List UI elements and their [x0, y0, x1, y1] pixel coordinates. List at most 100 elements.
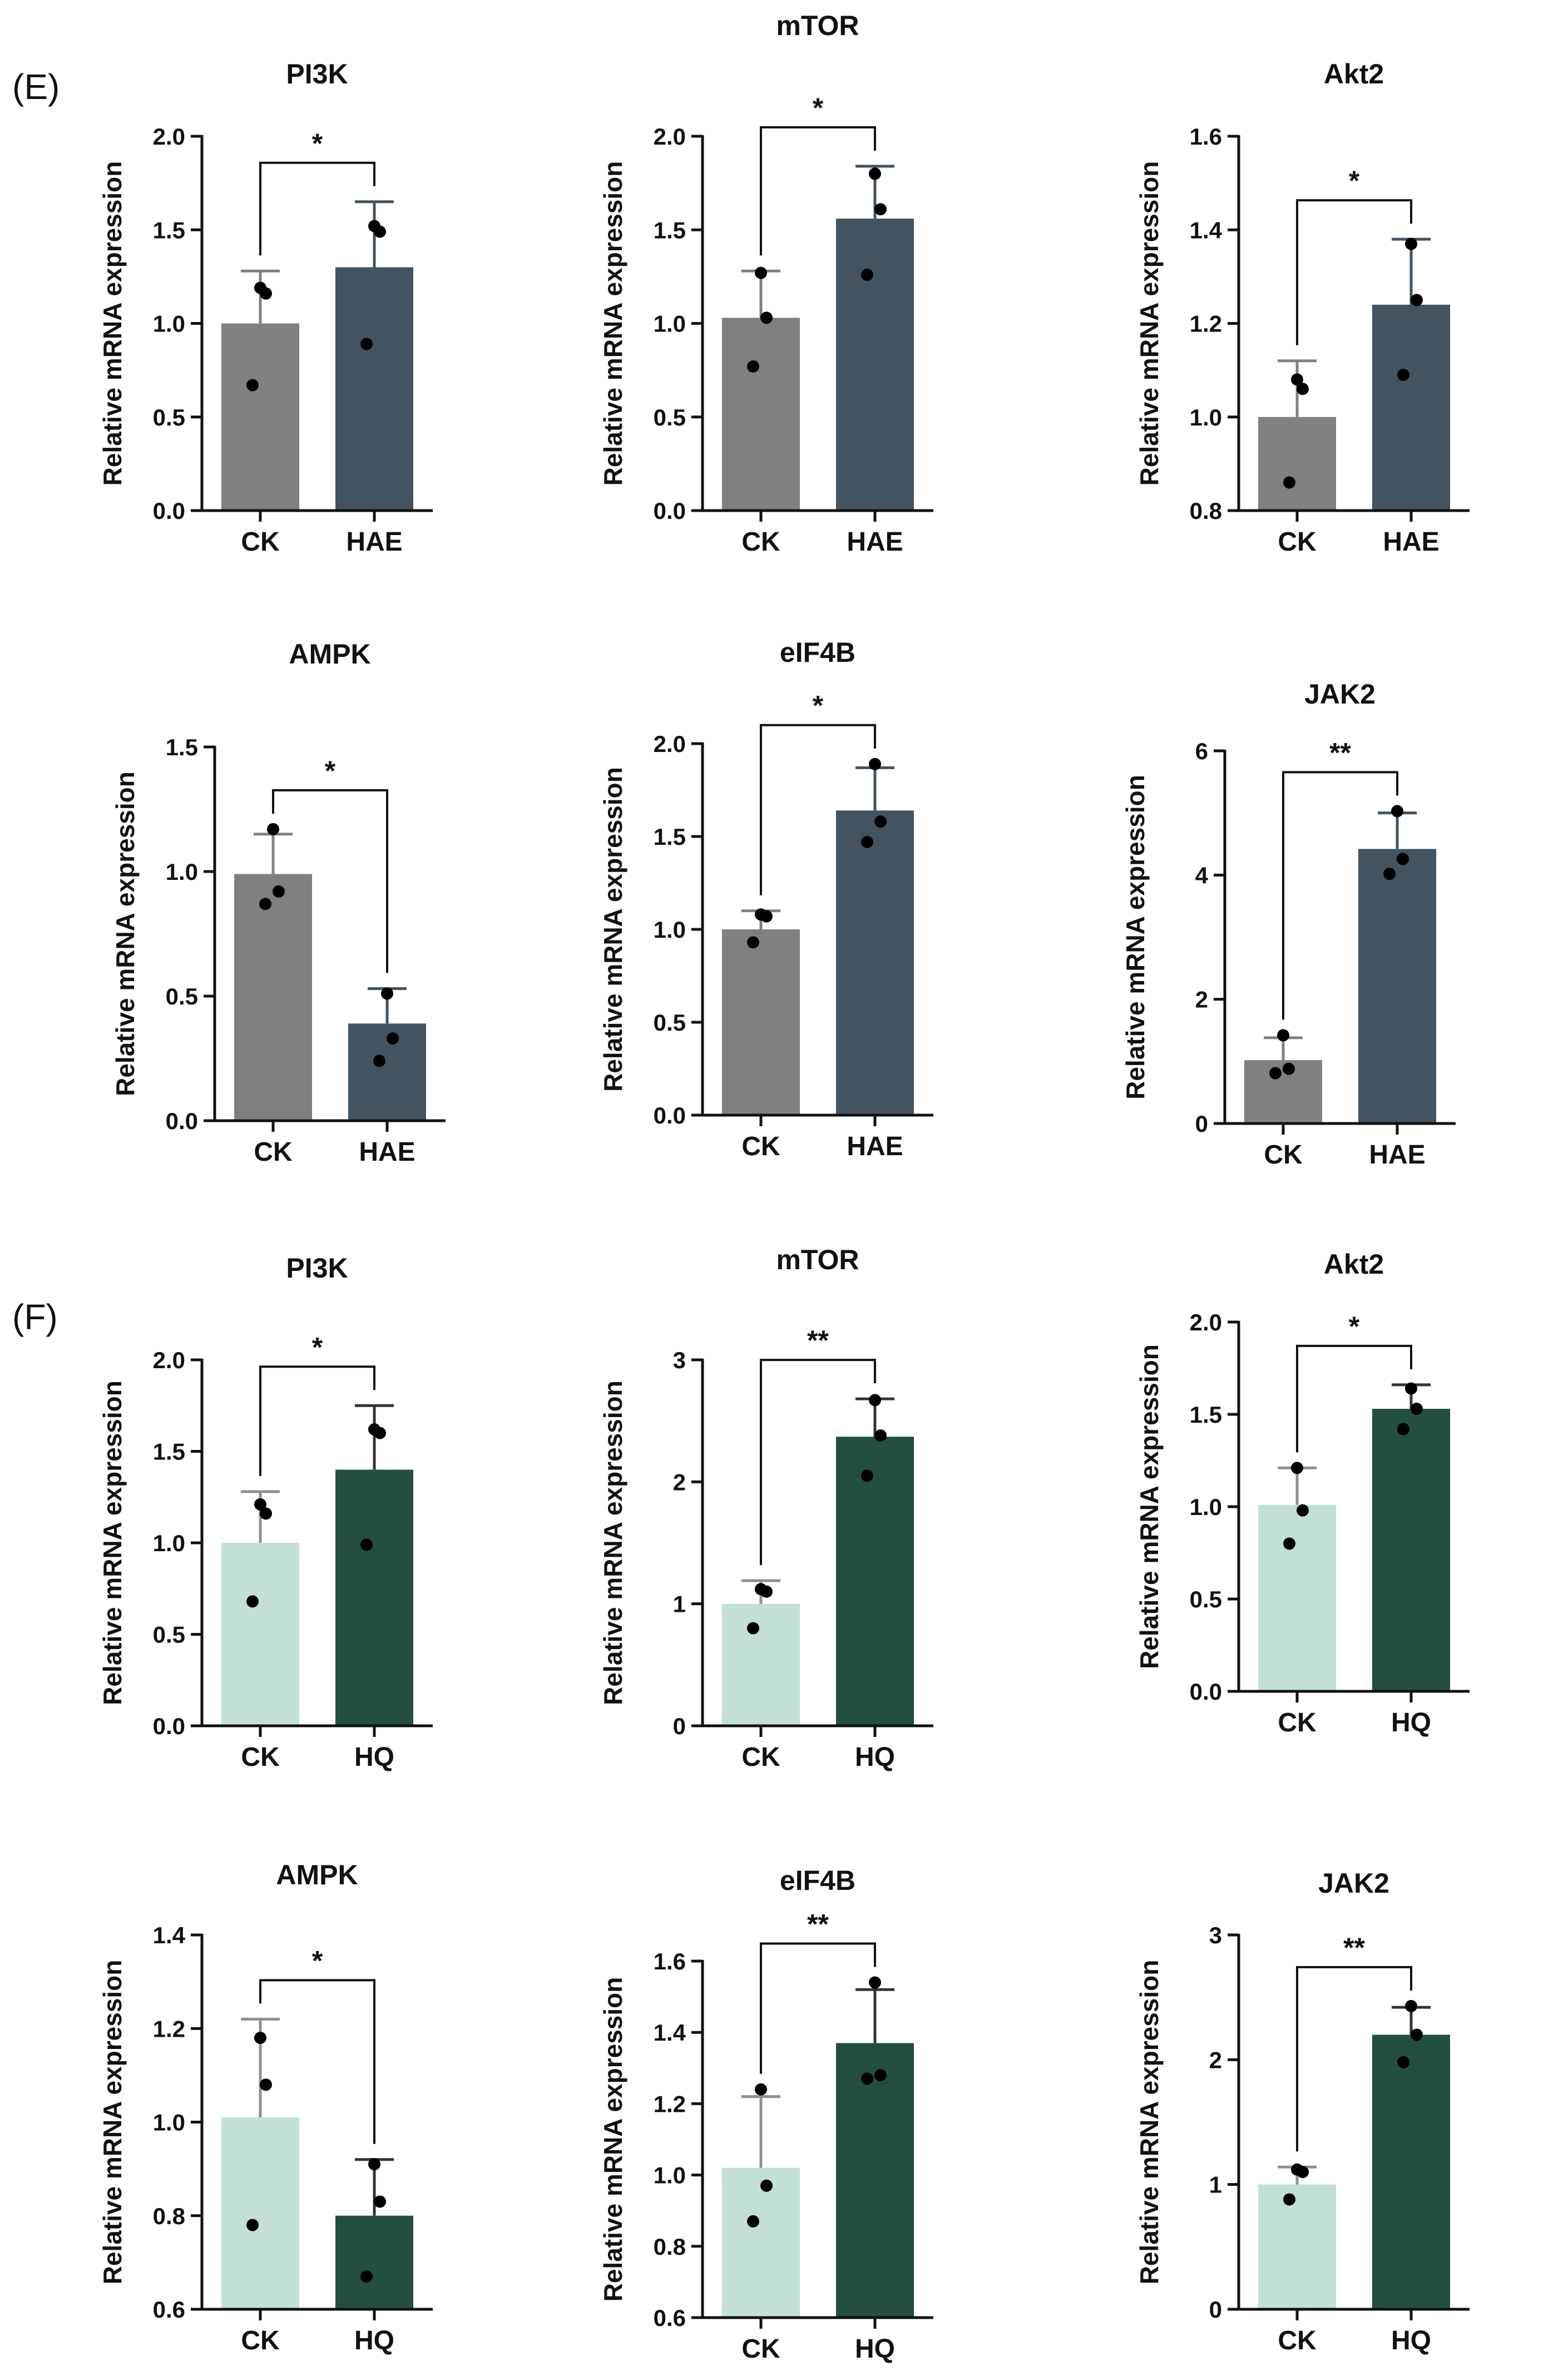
data-point: [259, 898, 271, 910]
y-tick-label: 2.0: [153, 1347, 185, 1373]
panel-label-e: (E): [12, 67, 60, 107]
data-point: [760, 2179, 773, 2192]
bar-hae: [1358, 849, 1436, 1123]
y-tick-label: 1.6: [1190, 123, 1222, 150]
data-point: [1397, 2056, 1409, 2068]
y-tick-label: 0.5: [654, 1009, 686, 1036]
data-point: [747, 936, 759, 949]
data-point: [1383, 868, 1396, 880]
significance-bracket: [259, 1365, 375, 1476]
data-point: [1391, 805, 1403, 818]
significance-bracket: [259, 161, 375, 256]
significance-bracket: [1282, 771, 1398, 1020]
y-tick-label: 1.4: [1190, 217, 1223, 243]
data-point: [374, 2195, 386, 2208]
data-point: [1397, 369, 1409, 382]
data-point: [246, 1595, 259, 1608]
chart-title: mTOR: [776, 1244, 859, 1275]
chart-11: eIF4B Relative mRNA expression 0.6 0.8 1.0 1.…: [598, 1865, 933, 2364]
y-axis-label: Relative mRNA expression: [1135, 1344, 1164, 1669]
x-tick-label: HQ: [855, 1743, 895, 1772]
bar-ck: [221, 323, 299, 511]
chart-title: JAK2: [1318, 1868, 1389, 1899]
bar-ck: [722, 929, 800, 1115]
data-point: [861, 1469, 873, 1482]
bar-ck: [722, 2167, 800, 2318]
data-point: [869, 758, 881, 770]
data-point: [1283, 2193, 1295, 2206]
chart-4: AMPK Relative mRNA expression 0.0 0.5 1.0 1.5…: [111, 638, 446, 1167]
y-axis-label: Relative mRNA expression: [598, 1380, 627, 1705]
chart-title: AMPK: [289, 638, 370, 670]
y-tick-label: 1.0: [166, 859, 198, 885]
chart-title: eIF4B: [780, 637, 855, 668]
y-tick-label: 0.5: [1190, 1586, 1222, 1612]
data-point: [387, 1032, 399, 1045]
x-tick-label: HQ: [1391, 1708, 1431, 1738]
data-point: [1397, 853, 1409, 865]
bar-ck: [722, 1603, 800, 1726]
data-point: [1291, 373, 1303, 386]
significance-bracket: [760, 1942, 876, 2074]
significance-bracket: [259, 1979, 375, 2144]
data-point: [1405, 1382, 1417, 1395]
significance-label: **: [807, 1325, 829, 1356]
data-point: [368, 2158, 380, 2171]
x-tick-label: HAE: [1383, 527, 1439, 557]
y-tick-label: 0: [673, 1713, 686, 1739]
x-tick-label: HAE: [1369, 1140, 1425, 1170]
y-tick-label: 1.0: [1190, 404, 1222, 430]
data-point: [260, 2078, 272, 2091]
x-tick-label: HQ: [354, 2326, 394, 2355]
y-tick-label: 0.6: [153, 2296, 185, 2323]
data-point: [861, 269, 873, 281]
data-point: [869, 1976, 881, 1989]
y-axis-label: Relative mRNA expression: [598, 1977, 627, 2302]
y-tick-label: 0.5: [166, 983, 198, 1009]
significance-bracket: [272, 789, 388, 973]
data-point: [254, 1498, 266, 1511]
y-tick-label: 1.5: [166, 734, 198, 760]
y-axis-label: Relative mRNA expression: [1135, 1960, 1164, 2285]
bar-hae: [1372, 304, 1450, 511]
data-point: [254, 2032, 266, 2045]
y-tick-label: 0.0: [1190, 1679, 1222, 1705]
y-tick-label: 1: [1209, 2172, 1222, 2198]
x-tick-label: CK: [241, 1743, 280, 1772]
significance-label: *: [312, 1331, 323, 1363]
chart-title: eIF4B: [780, 1865, 855, 1896]
significance-label: *: [813, 92, 824, 123]
y-axis-label: Relative mRNA expression: [98, 161, 127, 486]
chart-8: mTOR Relative mRNA expression 0 1 2 3 CK HQ **: [598, 1244, 933, 1772]
chart-1: PI3K Relative mRNA expression 0.0 0.5 1.0 1.5…: [98, 58, 433, 557]
y-axis-label: Relative mRNA expression: [598, 161, 627, 486]
y-tick-label: 1.0: [153, 311, 185, 337]
x-tick-label: HAE: [346, 527, 402, 557]
bar-hq: [1372, 1409, 1450, 1691]
panel-label-f: (F): [12, 1297, 58, 1337]
y-tick-label: 6: [1195, 738, 1208, 764]
data-point: [861, 2072, 873, 2085]
x-tick-label: HQ: [1391, 2326, 1431, 2355]
chart-7: PI3K Relative mRNA expression 0.0 0.5 1.0 1.5…: [98, 1253, 433, 1772]
bar-ck: [1258, 1504, 1336, 1691]
significance-label: *: [1349, 165, 1360, 196]
significance-label: *: [813, 690, 824, 721]
chart-5: eIF4B Relative mRNA expression 0.0 0.5 1.0 1.…: [598, 637, 933, 1161]
y-tick-label: 1.2: [1190, 311, 1222, 337]
data-point: [246, 2219, 259, 2231]
bar-hae: [335, 267, 413, 511]
significance-bracket: [760, 126, 876, 256]
x-tick-label: CK: [1278, 1708, 1317, 1738]
y-tick-label: 0.0: [153, 498, 185, 524]
x-tick-label: CK: [241, 527, 280, 557]
x-tick-label: HQ: [855, 2334, 895, 2364]
data-point: [1411, 2028, 1423, 2041]
y-tick-label: 0: [1209, 2296, 1222, 2323]
data-point: [861, 836, 873, 849]
significance-bracket: [760, 724, 876, 895]
y-tick-label: 1.0: [153, 1530, 185, 1556]
x-tick-label: HAE: [847, 1132, 903, 1161]
y-tick-label: 2.0: [654, 731, 686, 757]
data-point: [254, 281, 266, 294]
